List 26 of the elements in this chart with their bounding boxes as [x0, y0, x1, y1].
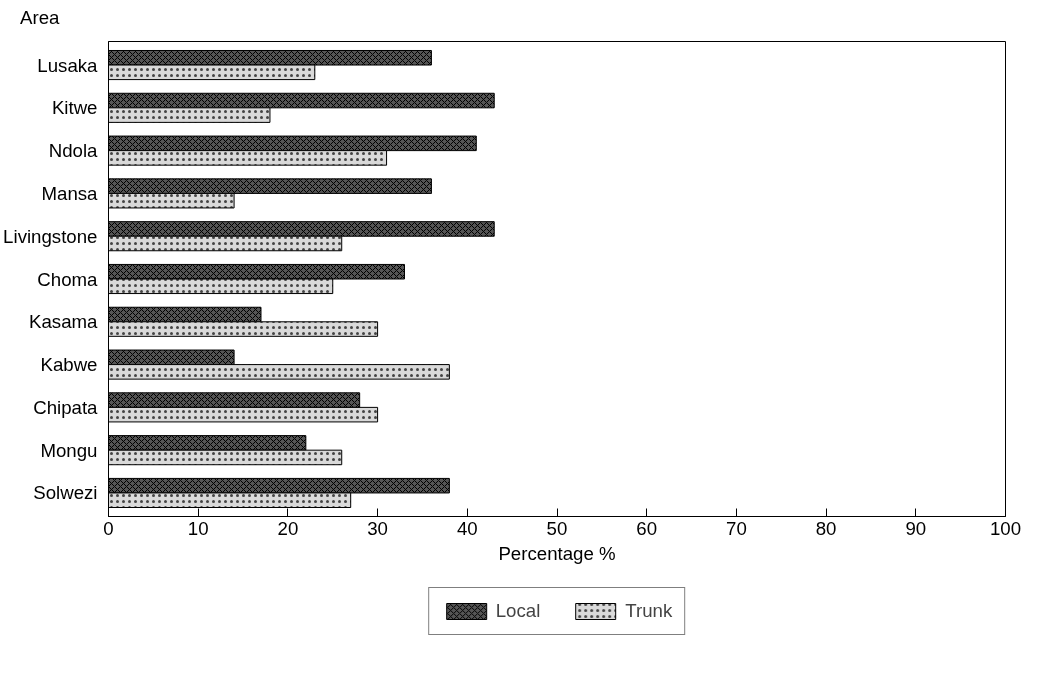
x-axis-title: Percentage %: [498, 542, 616, 564]
y-tick-label: Choma: [37, 268, 99, 290]
y-tick-label: Ndola: [48, 140, 99, 162]
y-tick-label: Lusaka: [37, 54, 99, 76]
x-tick-label: 100: [989, 517, 1022, 539]
x-tick-label: 0: [103, 517, 114, 539]
y-tick-label: Kasama: [29, 311, 99, 333]
legend-label: Local: [495, 600, 541, 622]
y-tick-label: Livingstone: [3, 225, 98, 247]
y-tick-label: Kabwe: [40, 354, 98, 376]
x-tick-label: 50: [546, 517, 568, 539]
y-axis-title: Area: [20, 6, 60, 30]
x-tick-label: 90: [905, 517, 927, 539]
y-tick-label: Solwezi: [33, 482, 98, 504]
y-tick-label: Kitwe: [51, 97, 98, 119]
x-tick-label: 60: [636, 517, 658, 539]
legend-label: Trunk: [625, 600, 673, 622]
x-tick-label: 30: [367, 517, 388, 539]
y-tick-label: Mansa: [41, 182, 99, 204]
x-tick-label: 80: [815, 517, 837, 539]
x-tick-label: 10: [187, 517, 209, 539]
x-tick-label: 70: [726, 517, 747, 539]
x-tick-label: 40: [456, 517, 478, 539]
y-tick-label: Chipata: [33, 396, 99, 418]
x-tick-label: 20: [277, 517, 299, 539]
y-tick-label: Mongu: [40, 439, 98, 461]
